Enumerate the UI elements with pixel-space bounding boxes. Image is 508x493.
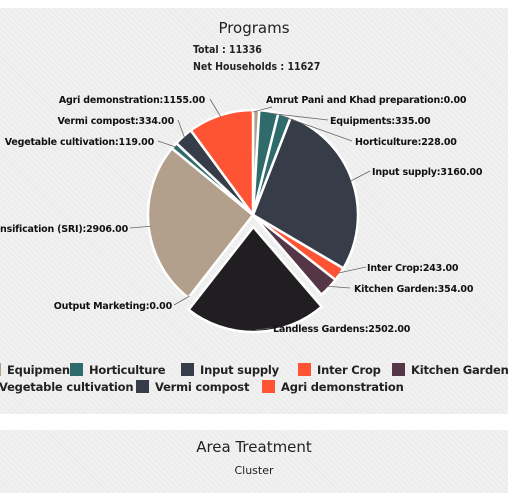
legend-item[interactable]: Horticulture <box>70 363 166 377</box>
legend-label: Equipments <box>7 363 82 377</box>
legend-item[interactable]: Vegetable cultivation <box>0 380 134 394</box>
legend-label: Input supply <box>200 363 280 377</box>
data-label: Input supply:3160.00 <box>372 167 483 178</box>
data-label: System of Rice Intensification (SRI):290… <box>0 224 129 235</box>
area-treatment-panel: Area Treatment Cluster <box>0 430 508 493</box>
label-connector <box>268 112 329 121</box>
legend-item[interactable]: Vermi compost <box>136 380 250 394</box>
label-connector <box>209 98 222 118</box>
label-connector <box>350 170 371 182</box>
legend-label: Agri demonstration <box>281 380 404 394</box>
legend-swatch <box>298 363 311 376</box>
label-connector <box>255 327 272 331</box>
label-connector <box>337 266 367 274</box>
data-label: Landless Gardens:2502.00 <box>273 324 411 335</box>
legend-swatch <box>392 363 405 376</box>
legend-swatch <box>0 363 1 376</box>
area-treatment-title: Area Treatment <box>196 438 312 456</box>
legend-item[interactable]: Kitchen Garden <box>392 363 508 377</box>
label-connector <box>252 106 273 113</box>
pie-slices <box>146 108 360 334</box>
pie-slice-agri-demonstration[interactable] <box>189 108 255 219</box>
data-label: Output Marketing:0.00 <box>54 301 173 312</box>
legend-item[interactable]: Input supply <box>181 363 280 377</box>
data-label: Agri demonstration:1155.00 <box>59 95 206 106</box>
data-label: Kitchen Garden:354.00 <box>354 284 474 295</box>
legend-item[interactable]: Inter Crop <box>298 363 381 377</box>
legend-swatch <box>136 380 149 393</box>
label-connector <box>177 119 186 139</box>
data-label: Amrut Pani and Khad preparation:0.00 <box>266 95 467 106</box>
label-connector <box>327 285 351 289</box>
legend-label: Vegetable cultivation <box>0 380 133 394</box>
pie-chart-svg: Amrut Pani and Khad preparation:0.00 Equi… <box>0 95 508 394</box>
chart-legend: Equipments Horticulture Input supply Inter … <box>0 363 508 394</box>
legend-label: Horticulture <box>89 363 166 377</box>
pie-data-labels: Amrut Pani and Khad preparation:0.00 Equi… <box>0 95 483 335</box>
legend-swatch <box>70 363 83 376</box>
legend-item[interactable]: Agri demonstration <box>262 380 404 394</box>
data-label: Vegetable cultivation:119.00 <box>5 137 155 148</box>
label-connector <box>283 116 353 142</box>
label-connector <box>129 225 151 229</box>
legend-label: Inter Crop <box>317 363 381 377</box>
pie-slice-landless-gardens[interactable] <box>186 225 324 334</box>
chart-title: Programs <box>218 19 290 37</box>
chart-subtitle-households: Net Households : 11627 <box>193 61 321 73</box>
area-treatment-subtitle: Cluster <box>234 464 274 477</box>
label-connector <box>173 295 190 306</box>
legend-label: Kitchen Garden <box>411 363 508 377</box>
pie-slice-kitchen-garden[interactable] <box>252 214 338 297</box>
data-label: Horticulture:228.00 <box>355 137 457 148</box>
label-connector <box>157 140 176 148</box>
legend-label: Vermi compost <box>155 380 250 394</box>
data-label: Vermi compost:334.00 <box>58 116 175 127</box>
legend-item[interactable]: Equipments <box>0 363 82 377</box>
legend-swatch <box>181 363 194 376</box>
legend-swatch <box>262 380 275 393</box>
data-label: Equipments:335.00 <box>330 116 431 127</box>
chart-subtitle-total: Total : 11336 <box>193 44 262 56</box>
data-label: Inter Crop:243.00 <box>367 263 459 274</box>
